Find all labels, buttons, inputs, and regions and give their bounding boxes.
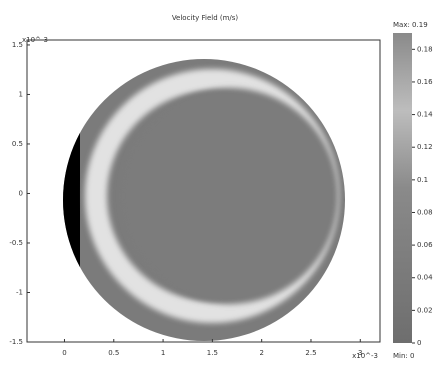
colorbar-tick-label: 0.02 (417, 306, 433, 314)
plot-area (26, 39, 381, 343)
colorbar-tick-label: 0.12 (417, 143, 433, 151)
colorbar-tick-label: 0.16 (417, 78, 433, 86)
x-tick-label: 0.5 (108, 349, 119, 357)
x-tick-label: 2 (259, 349, 263, 357)
y-tick-label: -1 (16, 288, 23, 296)
x-tick-label: 3 (358, 349, 362, 357)
y-tick-label: 1.5 (12, 41, 23, 49)
x-exponent: x10^-3 (352, 352, 378, 360)
y-exponent: x10^-3 (22, 36, 48, 44)
colorbar-tick-label: 0.08 (417, 208, 433, 216)
y-tick-label: 0.5 (12, 140, 23, 148)
x-tick-label: 0 (62, 349, 66, 357)
colorbar-max: Max: 0.19 (393, 21, 428, 29)
y-tick-label: 1 (19, 90, 23, 98)
x-tick-label: 1 (161, 349, 165, 357)
colorbar-tick-label: 0.18 (417, 45, 433, 53)
y-tick-label: 0 (19, 189, 23, 197)
colorbar (393, 33, 412, 343)
x-tick-label: 1.5 (207, 349, 218, 357)
colorbar-tick-label: 0.1 (417, 176, 428, 184)
colorbar-tick-label: 0.14 (417, 111, 433, 119)
chart-title: Velocity Field (m/s) (172, 14, 239, 22)
colorbar-min: Min: 0 (393, 352, 414, 360)
y-tick-label: -1.5 (9, 338, 23, 346)
y-tick-label: -0.5 (9, 239, 23, 247)
colorbar-tick-label: 0.06 (417, 241, 433, 249)
colorbar-tick-label: 0 (417, 339, 421, 347)
colorbar-tick-label: 0.04 (417, 274, 433, 282)
x-tick-label: 2.5 (305, 349, 316, 357)
inner-region (122, 88, 338, 304)
